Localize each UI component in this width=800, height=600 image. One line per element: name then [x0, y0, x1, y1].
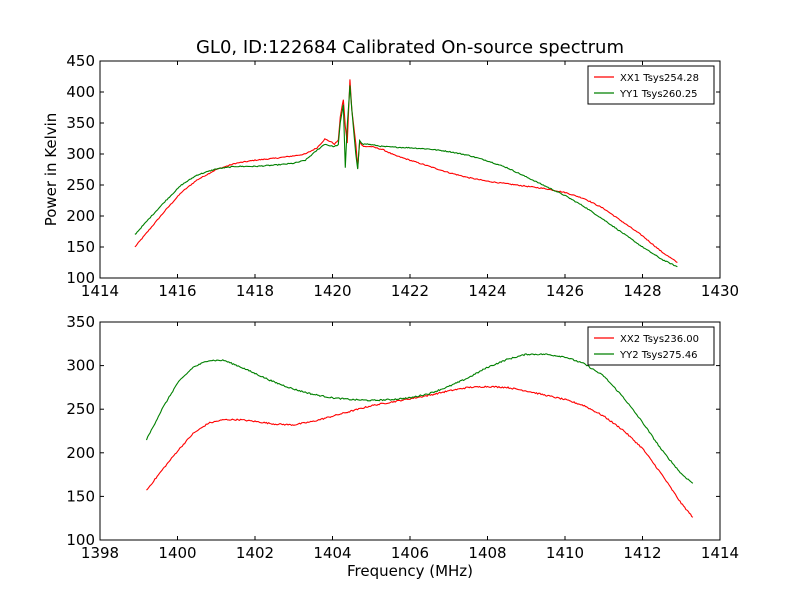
x-tick-label: 1410 — [546, 544, 584, 562]
x-tick-label: 1414 — [81, 282, 119, 300]
legend-0: XX1 Tsys254.28 YY1 Tsys260.25 — [587, 65, 715, 105]
legend-box — [587, 326, 715, 366]
x-tick-label: 1400 — [158, 544, 196, 562]
x-tick-label: 1402 — [236, 544, 274, 562]
legend-label: XX1 Tsys254.28 — [620, 73, 699, 84]
x-tick-label: 1404 — [313, 544, 351, 562]
x-tick-label: 1420 — [313, 282, 351, 300]
bottom-panel: 1398 1400 1402 1404 1406 1408 1410 1412 1414 100 1… — [66, 313, 739, 580]
y-tick-label: 300 — [66, 357, 95, 375]
y-tick-label: 400 — [66, 83, 95, 101]
y-tick-label: 250 — [66, 400, 95, 418]
y-tick-label: 200 — [66, 207, 95, 225]
y-tick-label: 150 — [66, 487, 95, 505]
y-tick-label: 100 — [66, 269, 95, 287]
y-tick-label: 350 — [66, 114, 95, 132]
y-tick-label: 300 — [66, 145, 95, 163]
y-tick-label: 100 — [66, 531, 95, 549]
legend-label: XX2 Tsys236.00 — [620, 334, 699, 345]
y-tick-label: 200 — [66, 444, 95, 462]
top-panel: 1414 1416 1418 1420 1422 1424 1426 1428 1430 100 1… — [42, 52, 739, 300]
x-tick-label: 1426 — [546, 282, 584, 300]
x-tick-label: 1412 — [623, 544, 661, 562]
y-tick-label: 350 — [66, 313, 95, 331]
x-tick-label: 1428 — [623, 282, 661, 300]
x-tick-label: 1406 — [391, 544, 429, 562]
series-line-0-1 — [134, 85, 678, 268]
x-tick-label: 1414 — [701, 544, 739, 562]
legend-1: XX2 Tsys236.00 YY2 Tsys275.46 — [587, 326, 715, 366]
y-tick-label: 250 — [66, 176, 95, 194]
x-tick-label: 1416 — [158, 282, 196, 300]
legend-label: YY2 Tsys275.46 — [619, 350, 698, 361]
x-tick-label: 1398 — [81, 544, 119, 562]
x-tick-label: 1424 — [468, 282, 506, 300]
series-line-0-0 — [134, 79, 678, 263]
y-tick-label: 150 — [66, 238, 95, 256]
x-tick-label: 1418 — [236, 282, 274, 300]
x-tick-label: 1422 — [391, 282, 429, 300]
y-tick-label: 450 — [66, 52, 95, 70]
figure-title: GL0, ID:122684 Calibrated On-source spec… — [196, 37, 624, 58]
x-tick-label: 1430 — [701, 282, 739, 300]
x-axis-title: Frequency (MHz) — [347, 562, 473, 580]
y-axis-title: Power in Kelvin — [42, 113, 60, 227]
legend-label: YY1 Tsys260.25 — [619, 89, 698, 100]
legend-box — [587, 65, 715, 105]
x-tick-label: 1408 — [468, 544, 506, 562]
series-line-1-0 — [146, 385, 694, 518]
series-line-1-1 — [145, 353, 694, 484]
